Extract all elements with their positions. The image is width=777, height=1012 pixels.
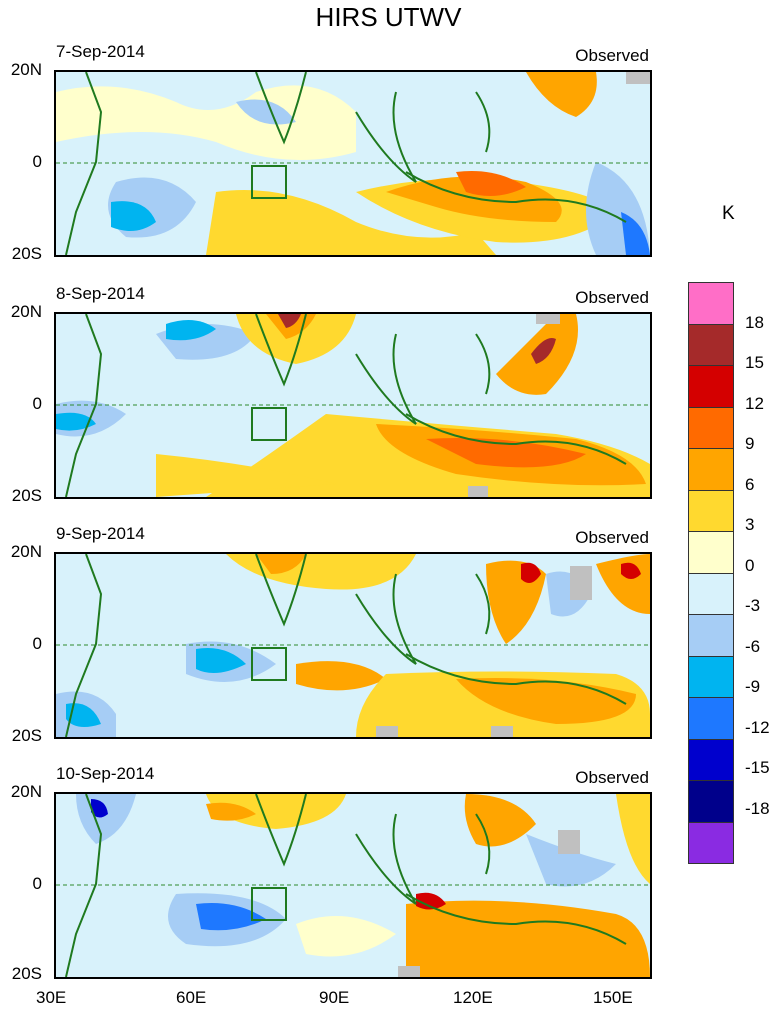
lat-label-0: 0 [32, 874, 42, 893]
lon-label-120e: 120E [453, 988, 493, 1007]
colorbar-swatch [688, 324, 734, 366]
colorbar-label: 0 [745, 555, 755, 575]
panel-2-map [54, 312, 652, 499]
panel-4-map [54, 792, 652, 979]
lon-label-90e: 90E [319, 988, 350, 1007]
colorbar-label: 6 [745, 474, 755, 494]
lat-label-0: 0 [32, 634, 42, 653]
lat-label-20s: 20S [11, 244, 42, 263]
colorbar-swatch [688, 490, 734, 532]
panel-1-date: 7-Sep-2014 [56, 42, 145, 61]
colorbar-swatch [688, 532, 734, 574]
panel-3-map [54, 552, 652, 739]
lon-label-60e: 60E [176, 988, 207, 1007]
colorbar-label: -6 [745, 636, 761, 656]
colorbar-swatch [688, 739, 734, 781]
lat-label-20s: 20S [11, 964, 42, 983]
panel-2-label: Observed [575, 288, 649, 307]
colorbar-label: -12 [745, 717, 770, 737]
lat-label-20n: 20N [10, 60, 42, 79]
lon-label-30e: 30E [36, 988, 67, 1007]
panel-4-date: 10-Sep-2014 [56, 764, 155, 783]
panel-2-date: 8-Sep-2014 [56, 284, 145, 303]
colorbar [688, 282, 734, 864]
lat-label-0: 0 [32, 394, 42, 413]
lat-label-20s: 20S [11, 726, 42, 745]
panel-1-map [54, 70, 652, 257]
colorbar-swatch [688, 781, 734, 823]
lat-label-20n: 20N [10, 542, 42, 561]
colorbar-swatch [688, 656, 734, 698]
colorbar-label: 18 [745, 312, 764, 332]
colorbar-label: -18 [745, 798, 770, 818]
colorbar-swatch [688, 449, 734, 491]
panel-3-date: 9-Sep-2014 [56, 524, 145, 543]
colorbar-swatch [688, 366, 734, 408]
colorbar-swatch [688, 573, 734, 615]
panel-3-label: Observed [575, 528, 649, 547]
lon-label-150e: 150E [593, 988, 633, 1007]
colorbar-label: -9 [745, 677, 761, 696]
panel-4-label: Observed [575, 768, 649, 787]
colorbar-swatch [688, 698, 734, 740]
lat-label-20n: 20N [10, 302, 42, 321]
colorbar-label: 9 [745, 434, 755, 453]
lat-label-20n: 20N [10, 782, 42, 801]
lat-label-0: 0 [32, 152, 42, 171]
colorbar-label: 12 [745, 393, 764, 413]
lat-label-20s: 20S [11, 486, 42, 505]
colorbar-swatch [688, 822, 734, 864]
colorbar-label: -3 [745, 596, 761, 615]
colorbar-unit: K [722, 203, 735, 224]
colorbar-label: 3 [745, 515, 755, 534]
colorbar-swatch [688, 407, 734, 449]
panel-1-label: Observed [575, 46, 649, 65]
colorbar-swatch [688, 282, 734, 325]
colorbar-swatch [688, 615, 734, 657]
colorbar-label: 15 [745, 353, 764, 372]
colorbar-label: -15 [745, 758, 770, 777]
figure-title: HIRS UTWV [315, 2, 462, 32]
